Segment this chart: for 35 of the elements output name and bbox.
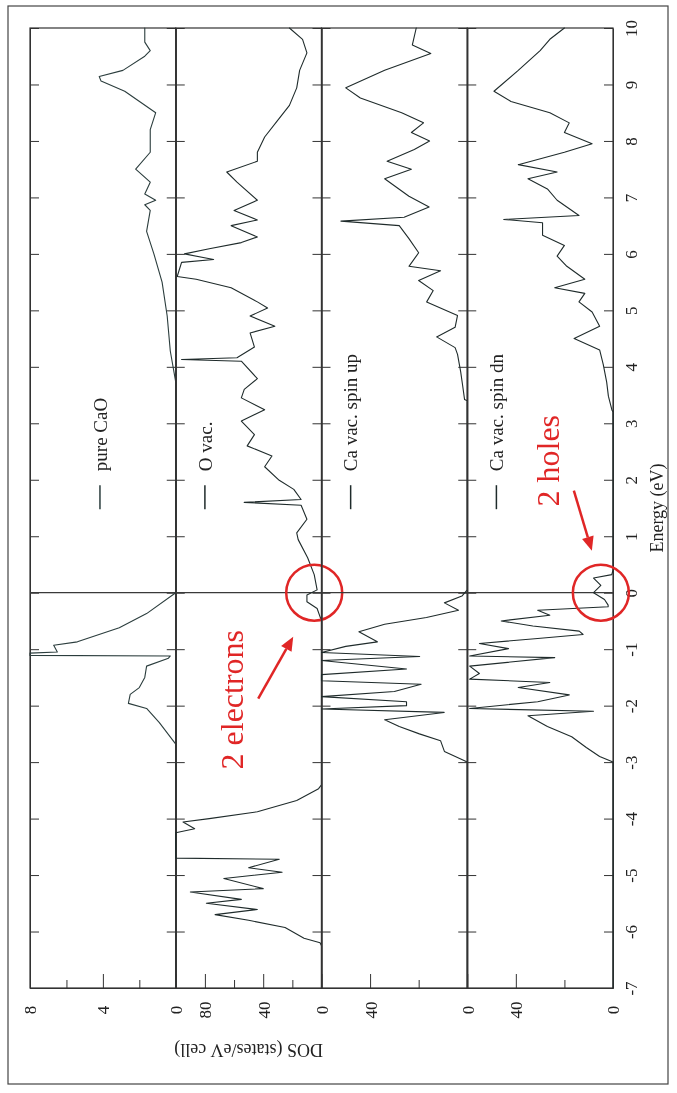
annotation: 2 holes [530, 414, 567, 507]
y-tick-label: 5 [621, 306, 641, 316]
x-tick-label: 40 [361, 1001, 381, 1019]
x-tick-label: 0 [312, 1005, 332, 1015]
y-tick-label: -7 [621, 980, 641, 996]
y-tick-label: 8 [621, 137, 641, 146]
x-axis-title: DOS (states/eV cell) [174, 1038, 323, 1060]
y-tick-label: -4 [621, 811, 641, 827]
y-tick-label: -3 [621, 755, 641, 770]
y-tick-label: 9 [621, 80, 641, 90]
y-tick-label: 1 [621, 532, 641, 541]
x-tick-label: 80 [196, 1001, 216, 1019]
y-tick-label: -6 [621, 924, 641, 940]
x-tick-label: 40 [507, 1001, 527, 1019]
text: Ca vac. spin dn [486, 353, 508, 472]
x-tick-label: 0 [167, 1005, 187, 1015]
y-tick-label: 2 [621, 476, 641, 485]
x-tick-label: 0 [458, 1005, 478, 1015]
y-axis-title: Energy (eV) [647, 463, 669, 553]
x-tick-label: 0 [604, 1005, 624, 1015]
y-tick-label: -1 [621, 642, 641, 657]
y-tick-label: 4 [621, 362, 641, 372]
y-tick-label: -5 [621, 868, 641, 883]
x-tick-label: 8 [21, 1005, 41, 1015]
x-tick-label: 40 [254, 1001, 274, 1019]
x-tick-label: 4 [94, 1005, 114, 1015]
text: Ca vac. spin up [340, 354, 362, 472]
text: pure CaO [89, 397, 111, 472]
y-tick-label: 6 [621, 250, 641, 259]
annotation: 2 electrons [214, 629, 251, 770]
y-tick-label: 3 [621, 419, 641, 429]
y-tick-label: -2 [621, 699, 641, 714]
text: O vac. [194, 421, 216, 472]
y-tick-label: 7 [621, 193, 641, 203]
y-tick-label: 10 [621, 20, 641, 37]
